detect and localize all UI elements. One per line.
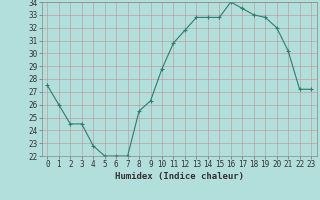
X-axis label: Humidex (Indice chaleur): Humidex (Indice chaleur) <box>115 172 244 181</box>
